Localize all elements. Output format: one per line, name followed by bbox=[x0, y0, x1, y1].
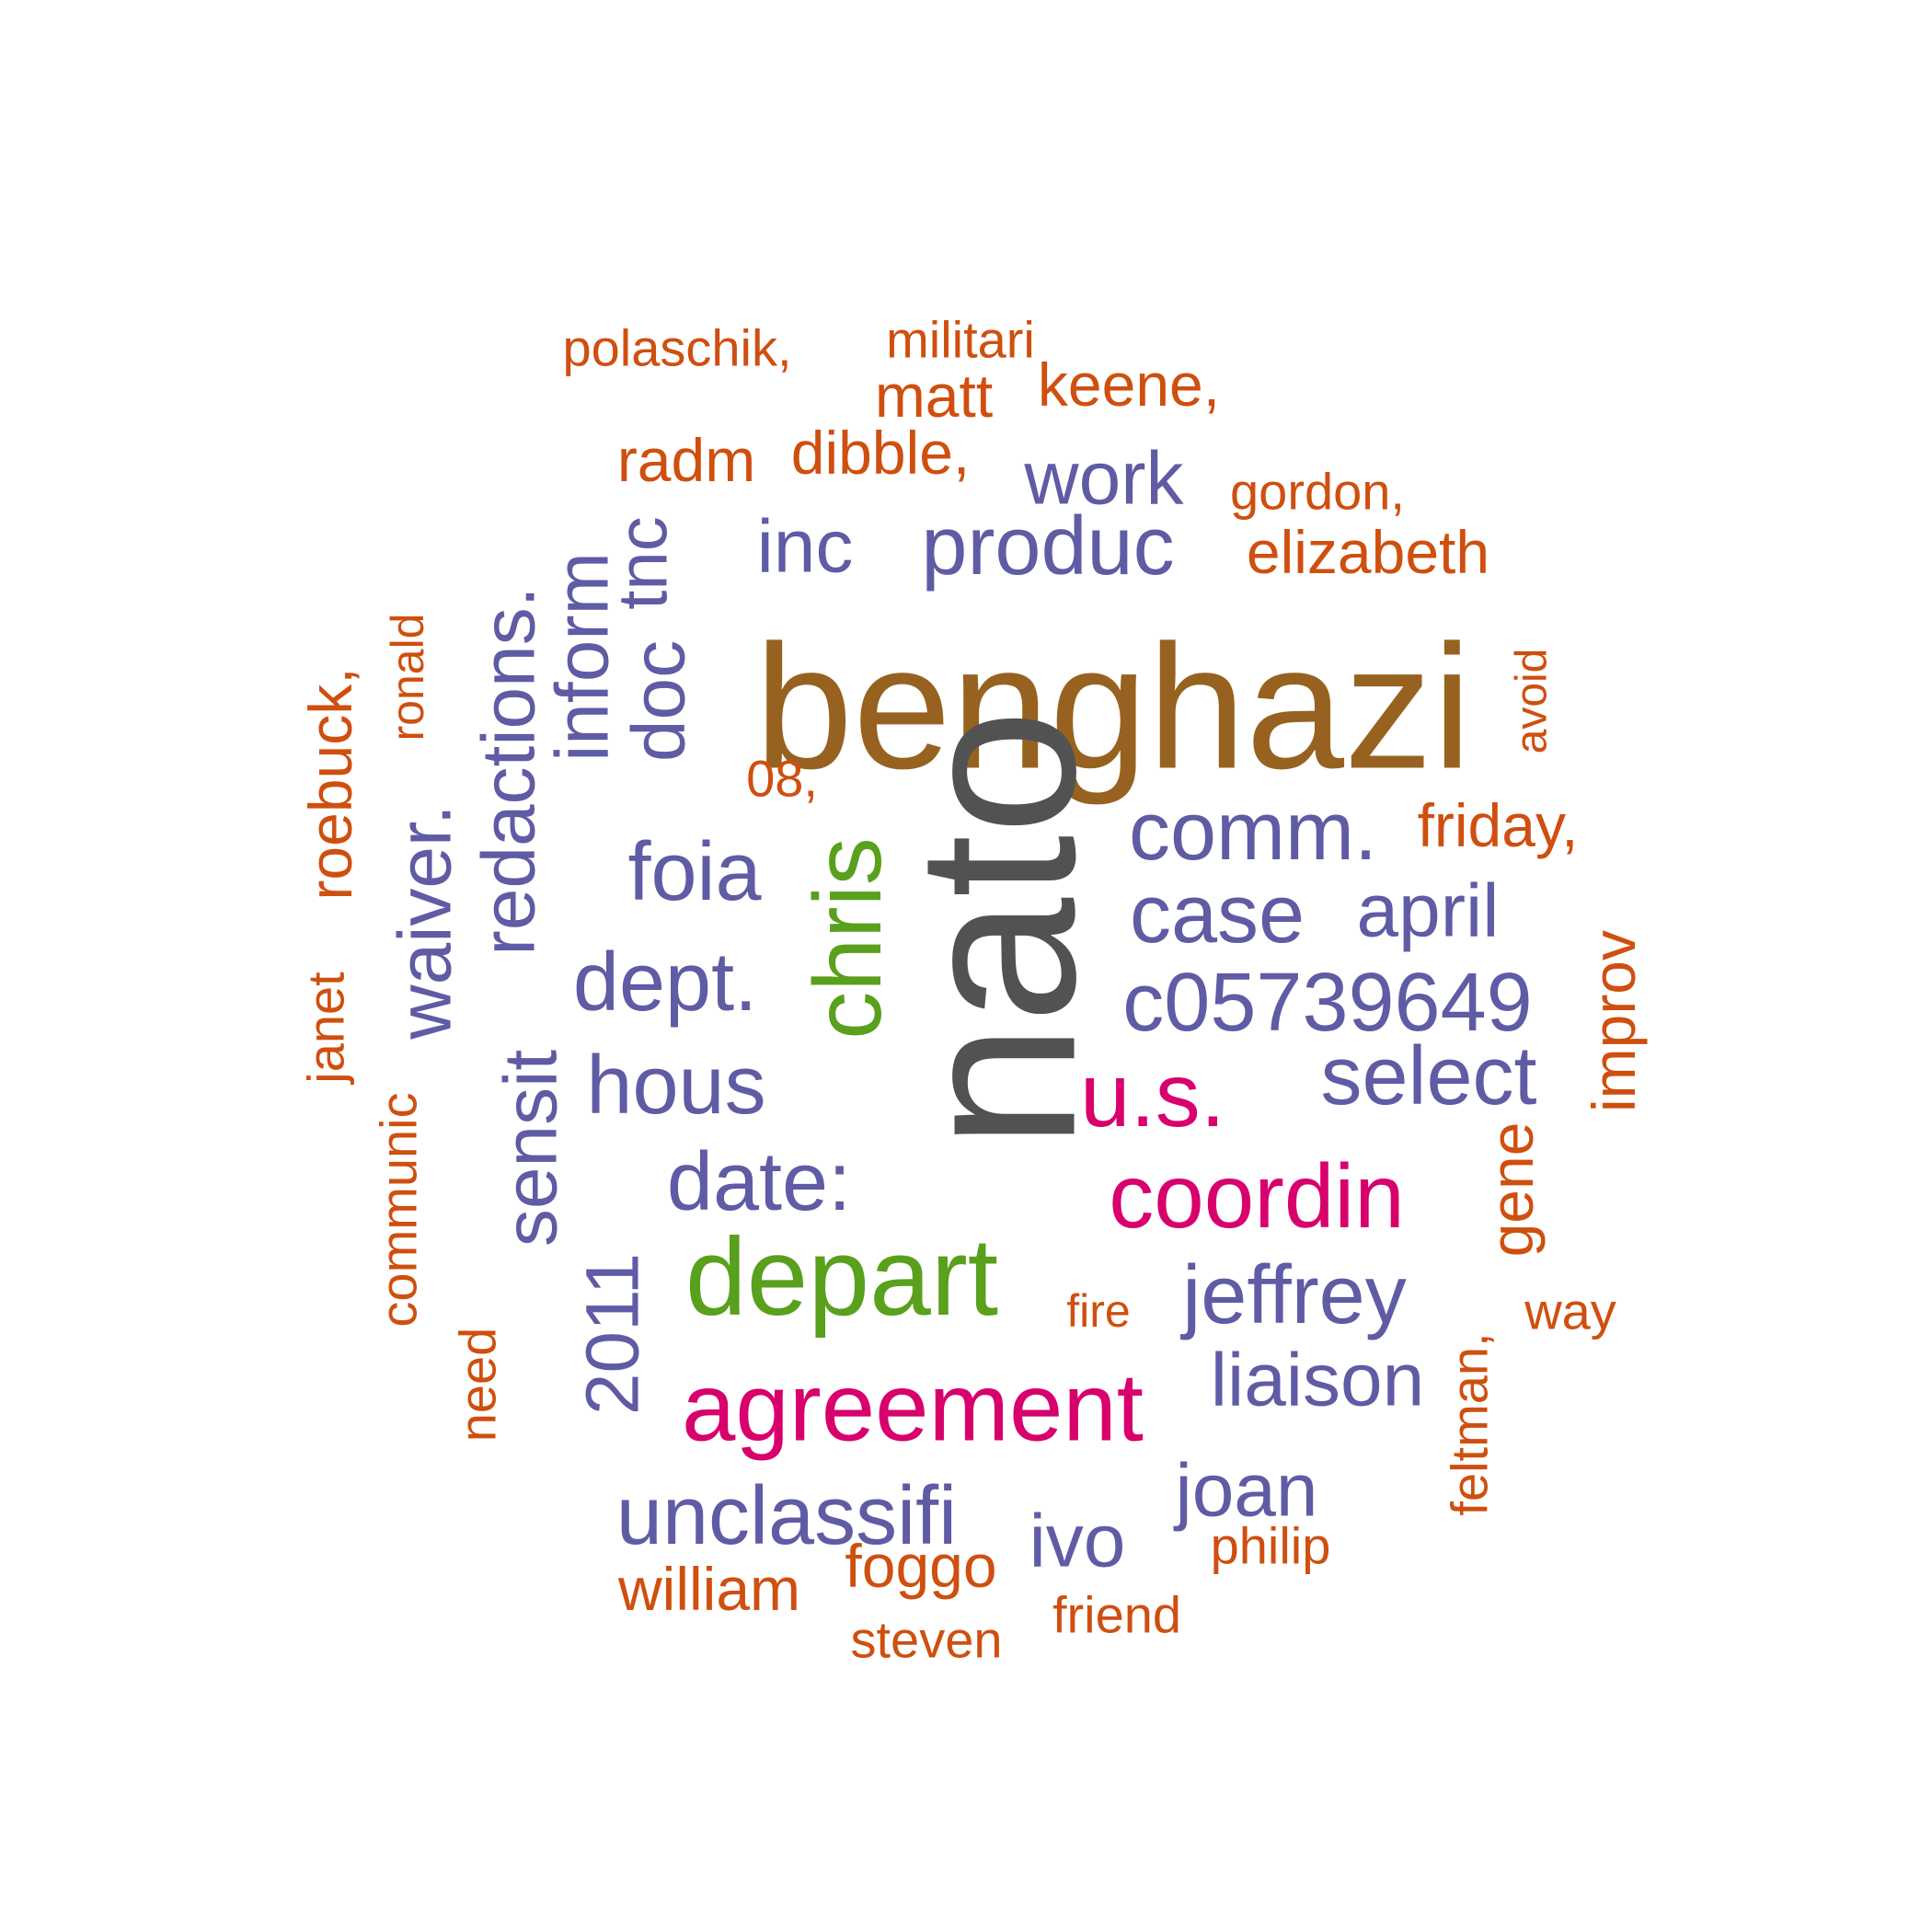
word-april: april bbox=[1357, 869, 1500, 953]
word-comm: comm. bbox=[1129, 786, 1377, 878]
word-dibble: dibble, bbox=[791, 419, 971, 487]
word-jeffrey: jeffrey bbox=[1179, 1249, 1406, 1341]
word-radm: radm bbox=[617, 426, 755, 494]
word-2011: 2011 bbox=[571, 1253, 655, 1415]
word-agreement: agreement bbox=[682, 1354, 1144, 1462]
word-gene: gene bbox=[1478, 1122, 1546, 1258]
word-inc: inc bbox=[757, 505, 854, 589]
word-produc: produc bbox=[921, 500, 1174, 592]
word-unclassifi: unclassifi bbox=[616, 1470, 957, 1562]
word-steven: steven bbox=[851, 1611, 1003, 1669]
word-militari: militari bbox=[886, 311, 1035, 369]
word-elizabeth: elizabeth bbox=[1247, 518, 1489, 586]
word-select: select bbox=[1320, 1030, 1536, 1122]
word-benghazi: benghazi bbox=[754, 608, 1471, 806]
word-inform: inform bbox=[541, 552, 625, 762]
word-redactions: redactions. bbox=[467, 586, 551, 955]
word-joan: joan bbox=[1173, 1449, 1317, 1533]
word-foia: foia bbox=[627, 826, 762, 918]
word-avoid: avoid bbox=[1508, 649, 1557, 754]
word-gordon: gordon, bbox=[1230, 463, 1405, 521]
word-tnc: tnc bbox=[604, 516, 683, 609]
word-ronald: ronald bbox=[382, 614, 433, 742]
word-roebuck: roebuck, bbox=[296, 667, 364, 900]
word-hous: hous bbox=[586, 1040, 765, 1132]
word-ivo: ivo bbox=[1029, 1500, 1126, 1583]
word-nato: nato bbox=[870, 709, 1123, 1150]
word-keene: keene, bbox=[1038, 351, 1220, 419]
word-sensit: sensit bbox=[489, 1050, 573, 1247]
word-foggo: foggo bbox=[845, 1532, 996, 1600]
word-fire: fire bbox=[1066, 1285, 1130, 1337]
word-polaschik: polaschik, bbox=[562, 319, 791, 377]
word-group: benghazinatochrisdepartagreementcoordinu… bbox=[296, 311, 1648, 1669]
word-coordin: coordin bbox=[1109, 1145, 1404, 1247]
word-need: need bbox=[449, 1328, 507, 1443]
word-feltman: feltman, bbox=[1441, 1332, 1499, 1515]
word-friend: friend bbox=[1052, 1586, 1181, 1644]
word-matt: matt bbox=[875, 362, 993, 430]
word-chris: chris bbox=[795, 837, 902, 1040]
word-philip: philip bbox=[1211, 1517, 1331, 1575]
word-communic: communic bbox=[370, 1092, 428, 1327]
word-case: case bbox=[1130, 868, 1305, 960]
word-depart: depart bbox=[685, 1215, 998, 1339]
word-u-s: u.s. bbox=[1080, 1044, 1225, 1145]
word-date: date: bbox=[667, 1136, 851, 1228]
word-liaison: liaison bbox=[1211, 1339, 1424, 1422]
word-way: way bbox=[1524, 1282, 1616, 1340]
word-waiver: waiver. bbox=[384, 804, 467, 1040]
word-friday: friday, bbox=[1418, 791, 1579, 859]
word-william: william bbox=[617, 1555, 800, 1623]
word-dept: dept. bbox=[573, 937, 757, 1029]
word-work: work bbox=[1023, 437, 1184, 521]
word-janet: janet bbox=[297, 972, 355, 1086]
word-08: 08, bbox=[746, 750, 818, 808]
word-c05739649: c05739649 bbox=[1122, 957, 1532, 1049]
word-doc: doc bbox=[617, 640, 701, 762]
word-improv: improv bbox=[1580, 930, 1648, 1112]
